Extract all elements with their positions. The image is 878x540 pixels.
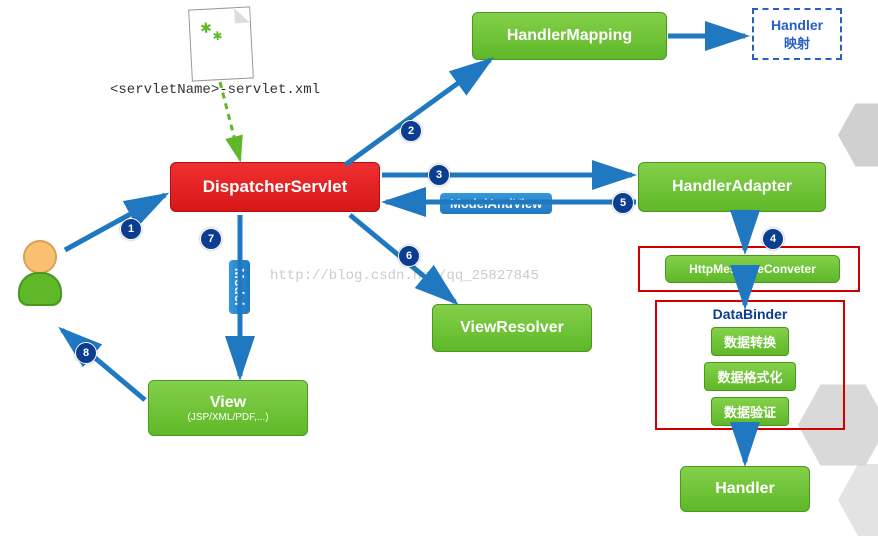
watermark: http://blog.csdn.net/qq_25827845: [270, 268, 539, 284]
handler-node: Handler: [680, 466, 810, 512]
view-label: View: [210, 394, 246, 412]
s8-t: 8: [83, 347, 89, 359]
step-2: 2: [400, 120, 422, 142]
model-and-view-label: ModelAndView: [440, 193, 552, 214]
view-sub: (JSP/XML/PDF,...): [187, 412, 268, 423]
data-validate-label: 数据验证: [724, 405, 776, 420]
step-3: 3: [428, 164, 450, 186]
s2-t: 2: [408, 125, 414, 137]
step-1: 1: [120, 218, 142, 240]
data-binder-title: DataBinder: [713, 306, 788, 322]
handler-dash-sub: 映射: [784, 33, 810, 52]
mav-text: ModelAndView: [450, 196, 542, 211]
data-transform-label: 数据转换: [724, 335, 776, 350]
step-8: 8: [75, 342, 97, 364]
model-text: Model: [232, 268, 247, 306]
step-6: 6: [398, 245, 420, 267]
xml-doc-icon: ✱ ✱: [188, 6, 254, 81]
dispatcher-label: DispatcherServlet: [203, 177, 348, 197]
dispatcher-servlet-node: DispatcherServlet: [170, 162, 380, 212]
s3-t: 3: [436, 169, 442, 181]
data-format-node: 数据格式化: [704, 362, 795, 391]
handler-dash-label: Handler: [771, 17, 823, 33]
view-resolver-label: ViewResolver: [460, 319, 564, 337]
step-5: 5: [612, 192, 634, 214]
s7-t: 7: [208, 233, 214, 245]
s6-t: 6: [406, 250, 412, 262]
handler-adapter-label: HandlerAdapter: [672, 178, 792, 196]
handler-mapping-label: HandlerMapping: [507, 27, 632, 45]
servlet-xml-label: <servletName>-servlet.xml: [110, 82, 320, 98]
handler-mapping-node: HandlerMapping: [472, 12, 667, 60]
view-node: View (JSP/XML/PDF,...): [148, 380, 308, 436]
data-binder-container: DataBinder 数据转换 数据格式化 数据验证: [655, 300, 845, 430]
data-transform-node: 数据转换: [711, 327, 789, 356]
s1-t: 1: [128, 223, 134, 235]
step-7: 7: [200, 228, 222, 250]
handler-label: Handler: [715, 480, 775, 498]
http-msg-conv-node: HttpMessageConveter: [665, 255, 840, 283]
data-validate-node: 数据验证: [711, 397, 789, 426]
bg-hex-3: [838, 460, 878, 540]
http-msg-conv-label: HttpMessageConveter: [689, 262, 816, 276]
s5-t: 5: [620, 197, 626, 209]
view-resolver-node: ViewResolver: [432, 304, 592, 352]
user-icon: [15, 240, 65, 310]
bg-hex-1: [838, 100, 878, 170]
handler-adapter-node: HandlerAdapter: [638, 162, 826, 212]
data-format-label: 数据格式化: [717, 370, 782, 385]
handler-mapping-dash-box: Handler 映射: [752, 8, 842, 60]
step-4: 4: [762, 228, 784, 250]
s4-t: 4: [770, 233, 776, 245]
model-label: Model: [229, 260, 250, 314]
